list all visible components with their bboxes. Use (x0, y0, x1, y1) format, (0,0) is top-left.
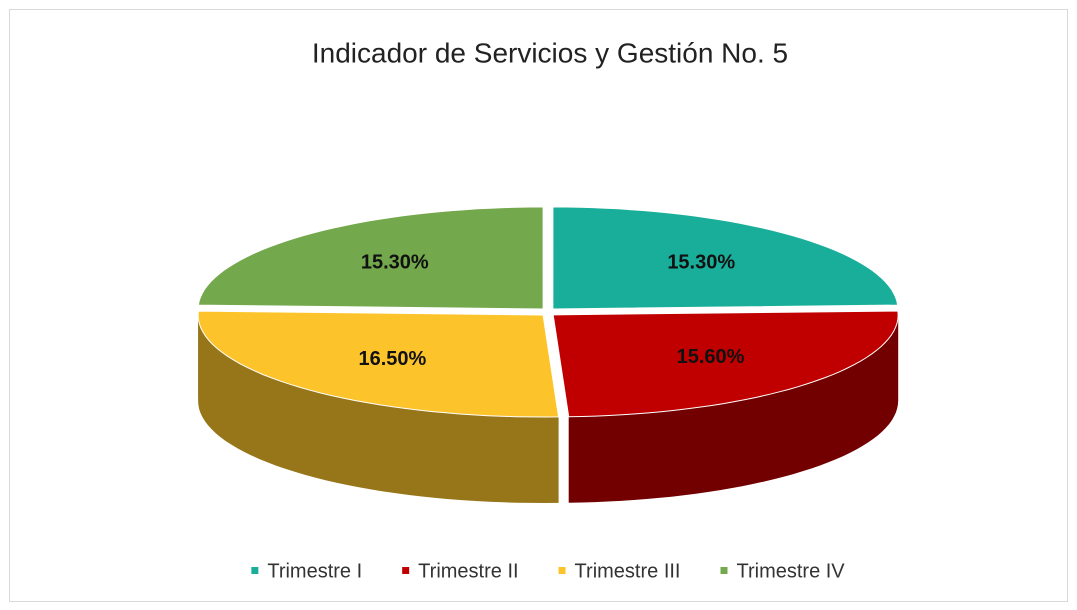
slice (197, 206, 544, 310)
legend-item: Trimestre II (402, 560, 519, 582)
chart-title: Indicador de Servicios y Gestión No. 5 (312, 37, 788, 68)
legend-label: Trimestre III (575, 560, 681, 582)
slice-side (568, 314, 899, 503)
legend-label: Trimestre I (267, 560, 362, 582)
pie: 15.30% 15.60% 16.50% 15.30% (197, 206, 899, 503)
legend-label: Trimestre II (418, 560, 518, 582)
slice (552, 206, 899, 310)
data-label: 16.50% (358, 348, 426, 370)
data-label: 15.30% (667, 252, 735, 274)
slice (197, 310, 560, 418)
legend-label: Trimestre IV (736, 560, 845, 582)
legend-item: Trimestre IV (720, 560, 845, 582)
data-label: 15.60% (677, 346, 745, 368)
legend-swatch (251, 567, 259, 574)
legend-item: Trimestre III (558, 560, 681, 582)
legend-item: Trimestre I (251, 560, 362, 582)
slice (552, 310, 899, 418)
legend-swatch (402, 567, 410, 574)
legend-swatch (558, 567, 566, 574)
slice-side (198, 315, 559, 503)
data-label: 15.30% (361, 252, 429, 274)
legend-swatch (720, 567, 728, 574)
legend: Trimestre I Trimestre II Trimestre III Trim… (251, 560, 845, 582)
